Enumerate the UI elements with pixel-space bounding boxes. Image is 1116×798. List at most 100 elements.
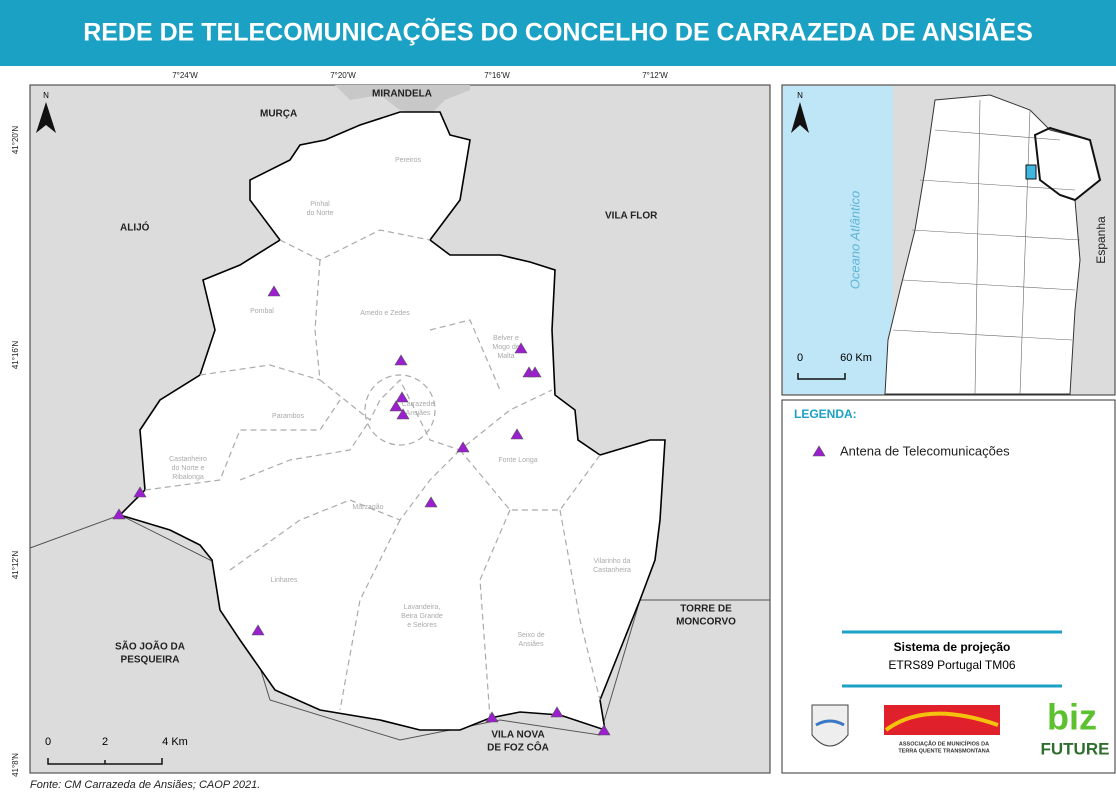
antenna — [267, 285, 281, 297]
parish-label: Vilarinho da — [594, 558, 631, 565]
neighbor-label: DE FOZ CÔA — [487, 741, 549, 754]
inset-map: Oceano Atlântico Espanha N 0 60 Km — [781, 84, 1116, 396]
parish-label: Beira Grande — [401, 613, 443, 620]
neighbor-label: SÃO JOÃO DA — [115, 640, 185, 653]
parish-label: Ansiães — [519, 641, 544, 648]
parish-label: Pereiros — [395, 157, 422, 164]
lat: 41°12'N — [11, 551, 20, 580]
antenna — [485, 711, 499, 723]
lon: 7°12'W — [642, 71, 668, 80]
neighbor-label: VILA FLOR — [605, 211, 658, 222]
title: REDE DE TELECOMUNICAÇÕES DO CONCELHO DE … — [83, 17, 1033, 47]
antenna — [510, 428, 524, 440]
title-bar — [0, 0, 1116, 66]
lat: 41°20'N — [11, 126, 20, 155]
antenna — [251, 624, 265, 636]
future-logo: FUTURE — [1041, 739, 1110, 758]
antenna — [424, 496, 438, 508]
north-arrow — [791, 102, 809, 133]
municipal-crest — [811, 704, 849, 747]
lon: 7°16'W — [484, 71, 510, 80]
parish-label: Parambos — [272, 413, 304, 420]
association-logo-mark — [884, 711, 999, 732]
biz-logo: biz — [1047, 697, 1097, 738]
neighbor-label: MURÇA — [260, 109, 297, 120]
lat: 41°16'N — [11, 341, 20, 370]
parish-boundaries — [144, 229, 601, 719]
scale-bar — [47, 758, 163, 765]
scale-bar — [797, 373, 846, 380]
parish-label: do Norte e — [172, 465, 205, 472]
lon: 7°24'W — [172, 71, 198, 80]
parish-label: Amedo e Zedes — [360, 310, 410, 317]
antenna — [112, 508, 126, 520]
parish-label: Castanheira — [593, 567, 631, 574]
legend-panel: LEGENDA: Antena de Telecomunicações Sist… — [781, 399, 1116, 774]
neighbor-label: MIRANDELA — [372, 89, 432, 100]
scale-label: 4 Km — [162, 736, 188, 748]
municipal-borders — [892, 99, 1081, 395]
country-label: Espanha — [1094, 216, 1108, 264]
antenna — [550, 706, 564, 718]
association-name: TERRA QUENTE TRANSMONTANA — [898, 748, 989, 754]
parish-label: Seixo de — [517, 632, 544, 639]
antenna — [395, 391, 409, 403]
source: Fonte: CM Carrazeda de Ansiães; CAOP 202… — [30, 779, 260, 791]
antenna — [133, 486, 147, 498]
lon: 7°20'W — [330, 71, 356, 80]
legend-item: Antena de Telecomunicações — [840, 443, 1010, 458]
scale-label: 60 Km — [840, 352, 872, 364]
river — [29, 514, 770, 741]
north-arrow — [36, 102, 56, 133]
parish-label: Pombal — [250, 308, 274, 315]
parish-label: Ribalonga — [172, 474, 204, 481]
parish-label: Fonte Longa — [498, 457, 537, 464]
parish-label: do Norte — [307, 210, 334, 217]
scale-label: 0 — [797, 352, 803, 364]
neighbor-label: TORRE DE — [680, 604, 732, 615]
antenna — [456, 441, 470, 453]
parish-label: e Selores — [407, 622, 437, 629]
antenna — [389, 400, 403, 412]
main-map: MURÇA MIRANDELA ALIJÓ VILA FLOR TORRE DE… — [29, 84, 771, 774]
neighbor-label: MONCORVO — [676, 617, 736, 628]
neighbor — [335, 85, 470, 115]
coordinates: 7°24'W 7°20'W 7°16'W 7°12'W 41°20'N 41°1… — [11, 71, 668, 777]
lat: 41°8'N — [11, 753, 20, 777]
municipality-highlight — [1025, 164, 1037, 180]
ocean-label: Oceano Atlântico — [847, 191, 862, 290]
parish-label: Linhares — [271, 577, 298, 584]
parish-label: Malta — [497, 353, 514, 360]
parish-labels: Pereiros Pinhal do Norte Pombal Amedo e … — [169, 157, 631, 648]
antenna — [394, 354, 408, 366]
legend-title: LEGENDA: — [794, 407, 857, 421]
neighbor-label: PESQUEIRA — [121, 655, 180, 666]
legend-symbol — [812, 445, 826, 457]
antenna — [528, 366, 542, 378]
projection-title: Sistema de projeção — [894, 640, 1011, 654]
antenna — [514, 342, 528, 354]
parish-label: Mogo de — [492, 344, 519, 351]
north-label: N — [797, 91, 803, 100]
neighbor-label: VILA NOVA — [491, 730, 544, 741]
parish-label: Pinhal — [310, 201, 330, 208]
region-outline — [1033, 126, 1102, 202]
parish-label: Lavandeira, — [404, 604, 441, 611]
parish-label: Belver e — [493, 335, 519, 342]
antennas — [112, 285, 611, 736]
ocean — [783, 86, 893, 394]
neighbor-label: ALIJÓ — [120, 221, 150, 234]
antenna — [396, 408, 410, 420]
parish-label: Carrazede — [402, 401, 435, 408]
portugal — [884, 94, 1101, 395]
parish-label: Ansiães — [406, 410, 431, 417]
scale-label: 0 — [45, 736, 51, 748]
north-label: N — [43, 91, 49, 100]
municipality — [118, 111, 666, 732]
scale-label: 2 — [102, 736, 108, 748]
antenna — [597, 724, 611, 736]
association-name: ASSOCIAÇÃO DE MUNICÍPIOS DA — [899, 739, 989, 747]
projection-value: ETRS89 Portugal TM06 — [888, 658, 1015, 672]
parish-label: Castanheiro — [169, 456, 207, 463]
